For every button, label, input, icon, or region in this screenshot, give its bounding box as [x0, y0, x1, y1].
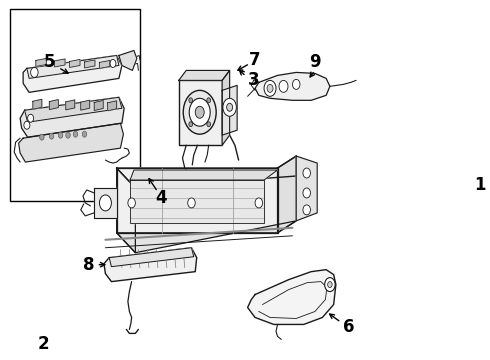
Text: 8: 8	[83, 256, 95, 274]
Text: 3: 3	[248, 71, 259, 89]
Polygon shape	[81, 100, 90, 110]
Polygon shape	[255, 72, 330, 100]
Circle shape	[30, 67, 38, 77]
Polygon shape	[117, 156, 296, 188]
Text: 6: 6	[343, 319, 354, 337]
Circle shape	[128, 198, 135, 208]
Polygon shape	[33, 99, 42, 109]
Polygon shape	[247, 270, 336, 324]
Circle shape	[303, 205, 311, 215]
Circle shape	[264, 80, 276, 96]
Text: 5: 5	[44, 53, 55, 71]
Polygon shape	[54, 59, 65, 67]
Polygon shape	[94, 100, 103, 111]
Text: 4: 4	[156, 189, 168, 207]
Polygon shape	[66, 100, 75, 110]
Circle shape	[99, 195, 111, 211]
Circle shape	[207, 122, 211, 127]
Polygon shape	[130, 180, 264, 223]
Polygon shape	[296, 156, 317, 221]
Polygon shape	[109, 248, 194, 267]
Circle shape	[110, 59, 116, 67]
Text: 7: 7	[249, 51, 261, 69]
Circle shape	[74, 131, 78, 137]
Polygon shape	[24, 97, 122, 122]
Polygon shape	[70, 59, 80, 67]
Circle shape	[325, 278, 335, 292]
Polygon shape	[117, 221, 296, 253]
Circle shape	[82, 131, 87, 137]
Circle shape	[66, 132, 70, 138]
Polygon shape	[20, 97, 124, 137]
Polygon shape	[104, 248, 196, 282]
Circle shape	[293, 80, 300, 89]
Text: 1: 1	[474, 176, 485, 194]
Circle shape	[24, 121, 30, 129]
Polygon shape	[49, 100, 58, 109]
Circle shape	[27, 114, 34, 122]
Polygon shape	[99, 60, 110, 68]
Circle shape	[188, 198, 195, 208]
Polygon shape	[117, 168, 135, 253]
Polygon shape	[179, 71, 230, 80]
Circle shape	[183, 90, 216, 134]
Circle shape	[279, 80, 288, 92]
Polygon shape	[222, 71, 230, 145]
Polygon shape	[119, 50, 137, 71]
Text: 2: 2	[38, 336, 49, 354]
Circle shape	[189, 122, 193, 127]
Circle shape	[195, 106, 204, 118]
Circle shape	[255, 198, 263, 208]
Bar	[10, 9, 140, 201]
Text: 9: 9	[309, 53, 321, 71]
Circle shape	[328, 282, 332, 288]
Circle shape	[40, 134, 44, 140]
Polygon shape	[94, 188, 117, 218]
Polygon shape	[27, 55, 119, 78]
Circle shape	[189, 98, 193, 103]
Polygon shape	[222, 85, 237, 135]
Circle shape	[227, 103, 233, 111]
Polygon shape	[179, 80, 222, 145]
Circle shape	[303, 168, 311, 178]
Circle shape	[267, 84, 273, 92]
Circle shape	[207, 98, 211, 103]
Circle shape	[58, 132, 63, 138]
Polygon shape	[23, 55, 122, 92]
Circle shape	[303, 188, 311, 198]
Polygon shape	[277, 156, 296, 233]
Polygon shape	[19, 123, 123, 162]
Polygon shape	[36, 58, 47, 67]
Circle shape	[189, 98, 210, 126]
Circle shape	[49, 133, 54, 139]
Polygon shape	[108, 101, 117, 111]
Polygon shape	[84, 60, 95, 68]
Polygon shape	[117, 168, 277, 233]
Circle shape	[223, 98, 236, 116]
Polygon shape	[130, 170, 277, 180]
